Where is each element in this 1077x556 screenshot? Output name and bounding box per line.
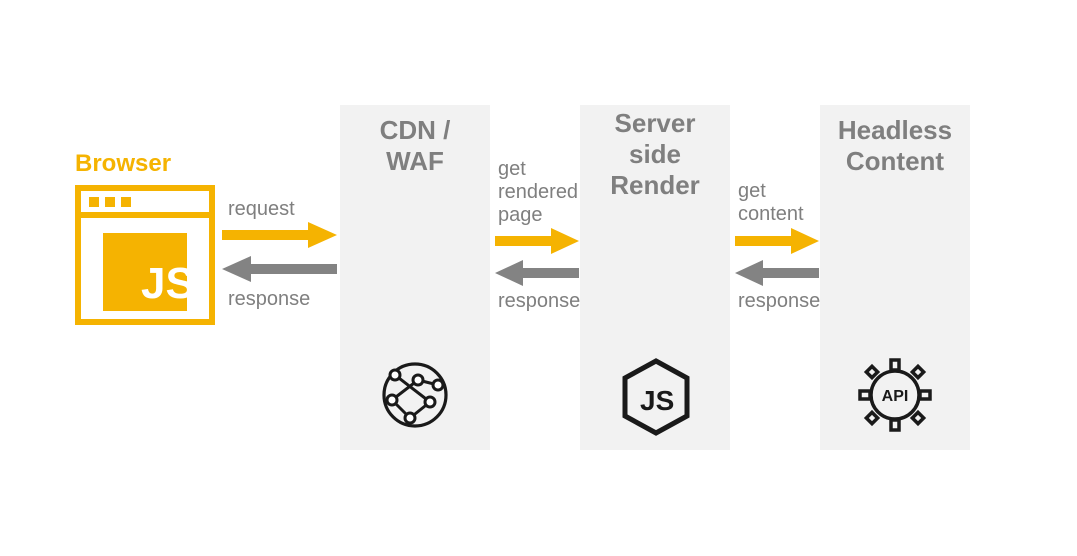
arrow3-bot-label: response (738, 290, 820, 313)
arrow3-top-label: get content (738, 180, 804, 226)
column-ssr-title: Server side Render (580, 108, 730, 202)
nodejs-icon: JS (620, 358, 692, 436)
arrow1-left-icon (222, 256, 337, 282)
arrow2-left-icon (495, 260, 579, 286)
browser-icon: JS (75, 185, 215, 325)
arrow1-bot-label: response (228, 288, 310, 311)
arrow2-bot-label: response (498, 290, 580, 313)
arrow1-right-icon (222, 222, 337, 248)
column-cdn-title: CDN / WAF (340, 115, 490, 177)
column-headless-title: Headless Content (820, 115, 970, 177)
browser-label: Browser (75, 150, 171, 178)
svg-text:JS: JS (141, 259, 195, 308)
network-globe-icon (380, 360, 450, 430)
arrow3-left-icon (735, 260, 819, 286)
svg-text:API: API (882, 388, 909, 405)
api-gear-icon: API (858, 358, 932, 432)
arrow2-right-icon (495, 228, 579, 254)
arrow3-right-icon (735, 228, 819, 254)
svg-text:JS: JS (640, 385, 674, 416)
arrow2-top-label: get rendered page (498, 158, 578, 227)
arrow1-top-label: request (228, 198, 295, 221)
